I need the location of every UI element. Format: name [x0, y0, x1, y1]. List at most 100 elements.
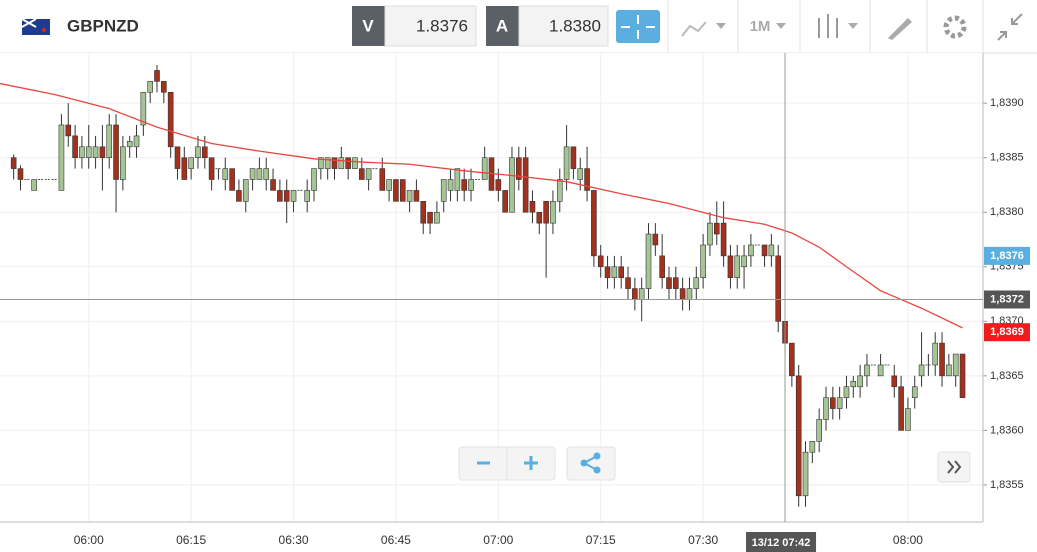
price-tag — [984, 323, 1030, 342]
candle-body — [516, 157, 522, 180]
candle-body — [625, 277, 631, 289]
x-tick-label: 06:00 — [74, 533, 104, 547]
candle-body — [140, 91, 147, 126]
candle-body — [932, 342, 939, 366]
candle-body — [365, 168, 372, 180]
ask-price: 1.8380 — [549, 16, 601, 35]
y-tick-label: 1,8365 — [990, 370, 1024, 382]
candle-body — [270, 179, 276, 191]
candle-body — [713, 222, 720, 235]
candle-body — [311, 168, 317, 191]
candle-body — [358, 168, 365, 180]
settings-icon[interactable] — [943, 15, 967, 39]
candle-body — [877, 364, 884, 377]
y-tick-label: 1,8390 — [990, 97, 1024, 109]
ask-box — [518, 5, 609, 47]
ask-button[interactable] — [486, 6, 519, 46]
zoom-in[interactable] — [524, 456, 538, 470]
bid-button[interactable] — [352, 6, 385, 46]
candle-body — [789, 342, 795, 377]
y-tick-label: 1,8360 — [990, 424, 1024, 436]
x-tick-label: 06:45 — [381, 533, 411, 547]
candle-body — [686, 288, 693, 300]
candle-body — [952, 353, 959, 377]
crosshair-button[interactable] — [616, 10, 660, 43]
candle-body — [277, 190, 283, 202]
candle-body — [556, 179, 563, 202]
candle-body — [481, 157, 488, 180]
candle-body — [99, 146, 106, 159]
candle-body — [830, 397, 836, 409]
crosshair-x-label: 13/12 07:42 — [752, 537, 811, 549]
candle-body — [31, 179, 37, 191]
candle-body — [188, 157, 194, 169]
chart-type-icon[interactable] — [681, 21, 707, 37]
candle-body — [591, 190, 597, 257]
candle-icon[interactable] — [818, 14, 838, 38]
candle-body — [440, 179, 447, 202]
y-tick-label: 1,8385 — [990, 152, 1024, 164]
candle-body — [891, 375, 898, 388]
candle-body — [345, 157, 351, 169]
x-tick-label: 08:00 — [893, 533, 923, 547]
price-tag-label: 1,8376 — [990, 250, 1024, 262]
candle-body — [208, 157, 215, 180]
price-tag — [984, 290, 1030, 309]
candle-body — [550, 201, 556, 224]
interval[interactable]: 1M — [750, 18, 771, 35]
candle-body — [290, 190, 297, 202]
scroll-end-icon[interactable] — [947, 460, 962, 474]
candle-body — [673, 277, 679, 289]
draw-icon[interactable] — [888, 18, 912, 40]
candle-body — [85, 146, 92, 159]
candle-body — [133, 135, 140, 148]
candle-body — [720, 222, 727, 257]
candle-body — [761, 244, 768, 257]
candle-body — [741, 255, 747, 268]
candle-body — [597, 255, 604, 268]
candle-body — [468, 179, 474, 191]
candle-body — [502, 190, 508, 213]
candle-body — [693, 277, 700, 289]
candle-body — [911, 386, 918, 398]
candle-body — [809, 440, 816, 453]
candle-body — [898, 386, 904, 431]
price-tag-label: 1,8372 — [990, 293, 1024, 305]
candle-body — [707, 222, 713, 246]
candle-body — [645, 233, 652, 289]
toolbar: GBPNZD V 1.8376 A 1.8380 1M — [0, 0, 1037, 54]
candle-body — [58, 124, 65, 191]
candle-body — [242, 179, 249, 202]
candle-body — [399, 179, 406, 202]
crosshair-x-box — [746, 532, 817, 552]
candle-body — [195, 146, 201, 159]
symbol[interactable]: GBPNZD — [67, 16, 139, 35]
candle-body — [72, 135, 78, 159]
candle-body — [256, 168, 263, 180]
candle-body — [611, 266, 618, 278]
share-icon[interactable] — [580, 452, 601, 474]
candle-body — [386, 179, 392, 191]
ask-label: A — [496, 16, 508, 35]
candle-body — [147, 81, 153, 93]
collapse-icon[interactable] — [997, 13, 1023, 41]
candle-body — [92, 146, 99, 159]
candle-body — [584, 168, 590, 191]
candle-body — [577, 168, 584, 180]
candle-body — [857, 375, 863, 388]
bid-label: V — [362, 16, 374, 35]
candle-body — [495, 179, 502, 191]
y-tick-label: 1,8355 — [990, 479, 1024, 491]
candle-body — [126, 141, 133, 148]
x-tick-label: 07:15 — [586, 533, 616, 547]
candle-body — [236, 190, 242, 202]
candle-body — [529, 201, 536, 213]
candle-body — [249, 168, 256, 180]
candle-body — [318, 157, 324, 169]
candle-body — [959, 353, 966, 398]
candle-body — [563, 146, 570, 180]
plot: 06:00 06:15 06:30 06:45 07:00 07:15 07:30 08:00… — [0, 53, 1030, 552]
candle-body — [420, 201, 427, 224]
